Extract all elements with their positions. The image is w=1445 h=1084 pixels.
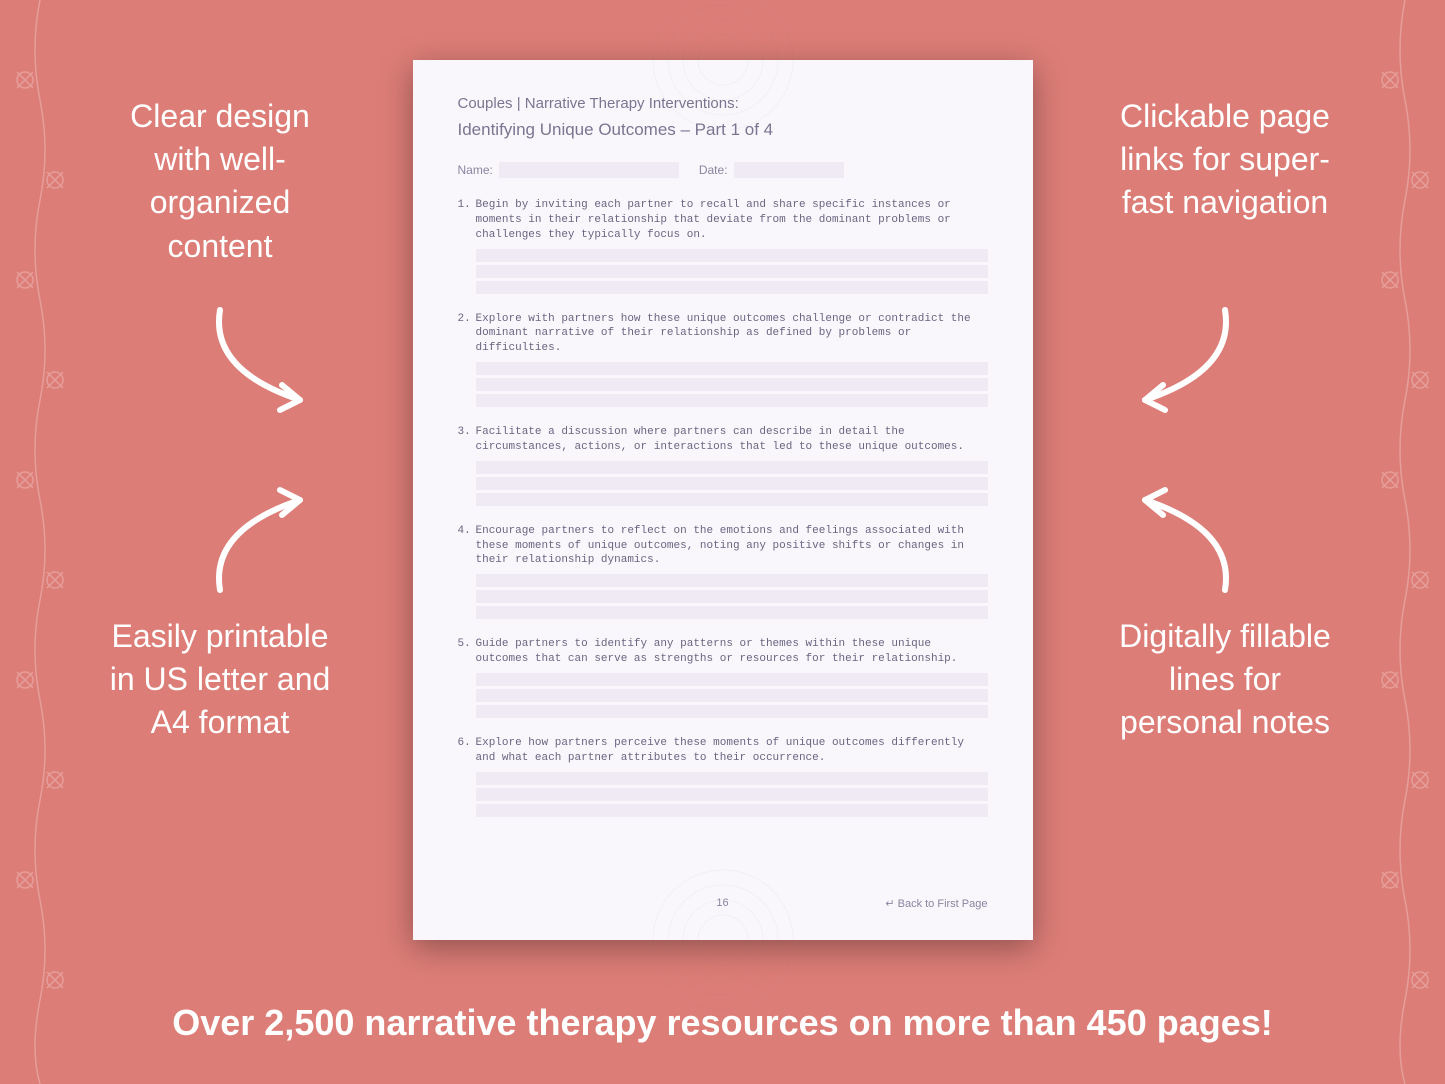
question-text: 3.Facilitate a discussion where partners… xyxy=(458,425,988,455)
back-to-first-link[interactable]: ↵ Back to First Page xyxy=(885,897,987,910)
floral-border-right xyxy=(1365,0,1445,1084)
callout-bottom-right: Digitally fillable lines for personal no… xyxy=(1110,615,1340,745)
fill-line[interactable] xyxy=(476,804,988,817)
arrow-top-left xyxy=(190,300,330,430)
date-field: Date: xyxy=(699,162,844,178)
question-number: 1. xyxy=(458,198,476,243)
question-body: Facilitate a discussion where partners c… xyxy=(476,425,988,455)
name-label: Name: xyxy=(458,163,493,177)
arrow-top-right xyxy=(1115,300,1255,430)
question-5: 5.Guide partners to identify any pattern… xyxy=(458,637,988,718)
fill-line[interactable] xyxy=(476,493,988,506)
question-text: 6.Explore how partners perceive these mo… xyxy=(458,736,988,766)
arrow-bottom-right xyxy=(1115,470,1255,600)
callout-top-left: Clear design with well-organized content xyxy=(105,95,335,268)
questions-list: 1.Begin by inviting each partner to reca… xyxy=(458,198,988,817)
question-4: 4.Encourage partners to reflect on the e… xyxy=(458,524,988,620)
question-number: 4. xyxy=(458,524,476,569)
question-3: 3.Facilitate a discussion where partners… xyxy=(458,425,988,506)
fill-line[interactable] xyxy=(476,772,988,785)
question-body: Encourage partners to reflect on the emo… xyxy=(476,524,988,569)
page-number: 16 xyxy=(716,897,728,909)
fill-line[interactable] xyxy=(476,606,988,619)
question-number: 3. xyxy=(458,425,476,455)
fill-line[interactable] xyxy=(476,689,988,702)
worksheet-document: Couples | Narrative Therapy Intervention… xyxy=(413,60,1033,940)
answer-lines xyxy=(476,772,988,817)
date-label: Date: xyxy=(699,163,728,177)
fill-line[interactable] xyxy=(476,249,988,262)
question-text: 2.Explore with partners how these unique… xyxy=(458,312,988,357)
question-body: Begin by inviting each partner to recall… xyxy=(476,198,988,243)
fill-line[interactable] xyxy=(476,265,988,278)
fill-line[interactable] xyxy=(476,477,988,490)
question-body: Guide partners to identify any patterns … xyxy=(476,637,988,667)
question-number: 6. xyxy=(458,736,476,766)
question-text: 1.Begin by inviting each partner to reca… xyxy=(458,198,988,243)
name-date-row: Name: Date: xyxy=(458,162,988,178)
doc-title: Identifying Unique Outcomes – Part 1 of … xyxy=(458,120,988,140)
arrow-bottom-left xyxy=(190,470,330,600)
callout-bottom-left: Easily printable in US letter and A4 for… xyxy=(105,615,335,745)
callout-top-right: Clickable page links for super-fast navi… xyxy=(1110,95,1340,225)
question-6: 6.Explore how partners perceive these mo… xyxy=(458,736,988,817)
fill-line[interactable] xyxy=(476,705,988,718)
doc-footer: 16 ↵ Back to First Page xyxy=(458,897,988,910)
question-1: 1.Begin by inviting each partner to reca… xyxy=(458,198,988,294)
question-text: 4.Encourage partners to reflect on the e… xyxy=(458,524,988,569)
doc-category-header: Couples | Narrative Therapy Intervention… xyxy=(458,95,988,112)
mandala-decoration-bottom xyxy=(573,860,873,1020)
question-number: 2. xyxy=(458,312,476,357)
fill-line[interactable] xyxy=(476,788,988,801)
fill-line[interactable] xyxy=(476,590,988,603)
date-input-blank[interactable] xyxy=(734,162,844,178)
fill-line[interactable] xyxy=(476,461,988,474)
name-field: Name: xyxy=(458,162,679,178)
bottom-banner: Over 2,500 narrative therapy resources o… xyxy=(0,1002,1445,1044)
fill-line[interactable] xyxy=(476,281,988,294)
question-number: 5. xyxy=(458,637,476,667)
question-body: Explore how partners perceive these mome… xyxy=(476,736,988,766)
fill-line[interactable] xyxy=(476,362,988,375)
answer-lines xyxy=(476,362,988,407)
answer-lines xyxy=(476,249,988,294)
answer-lines xyxy=(476,461,988,506)
answer-lines xyxy=(476,574,988,619)
answer-lines xyxy=(476,673,988,718)
question-text: 5.Guide partners to identify any pattern… xyxy=(458,637,988,667)
question-body: Explore with partners how these unique o… xyxy=(476,312,988,357)
fill-line[interactable] xyxy=(476,394,988,407)
fill-line[interactable] xyxy=(476,574,988,587)
question-2: 2.Explore with partners how these unique… xyxy=(458,312,988,408)
mandala-decoration-top xyxy=(573,0,873,140)
fill-line[interactable] xyxy=(476,673,988,686)
name-input-blank[interactable] xyxy=(499,162,679,178)
fill-line[interactable] xyxy=(476,378,988,391)
floral-border-left xyxy=(0,0,80,1084)
